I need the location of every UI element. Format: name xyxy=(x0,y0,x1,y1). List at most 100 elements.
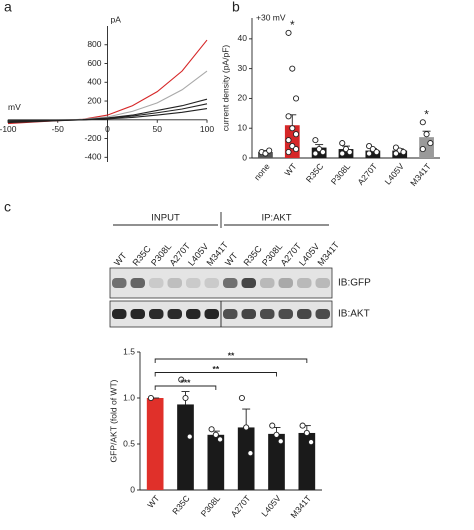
band xyxy=(315,278,330,288)
x-tick-label: R35C xyxy=(304,161,326,184)
data-point xyxy=(308,439,315,446)
x-tick-label: M341T xyxy=(288,493,313,520)
data-point xyxy=(373,148,380,156)
bar xyxy=(237,427,255,490)
data-point xyxy=(312,137,319,144)
x-tick-label: -50 xyxy=(52,124,65,134)
panel-label: c xyxy=(4,199,11,215)
annotation: +30 mV xyxy=(256,12,286,22)
band xyxy=(297,278,312,288)
band xyxy=(112,309,127,319)
band xyxy=(260,278,275,288)
y-axis-title: GFP/AKT (fold of WT) xyxy=(108,379,118,462)
data-point xyxy=(285,148,292,156)
data-point xyxy=(277,438,284,445)
data-point xyxy=(186,433,193,440)
data-point xyxy=(292,131,300,138)
significance-star: * xyxy=(424,107,429,121)
band xyxy=(112,278,127,288)
x-tick-label: L405V xyxy=(259,493,283,519)
band xyxy=(260,309,275,319)
band xyxy=(223,309,238,319)
bar xyxy=(268,433,285,490)
significance-label: ** xyxy=(228,350,235,360)
blot-row-label: IB:AKT xyxy=(338,309,370,320)
y-tick-label: 200 xyxy=(87,95,101,105)
panel-label: a xyxy=(4,0,12,15)
band xyxy=(167,278,182,288)
y-tick-label: 30 xyxy=(238,63,248,73)
band xyxy=(297,309,312,319)
band xyxy=(241,309,256,319)
significance-bracket xyxy=(154,372,277,377)
data-point xyxy=(427,140,434,147)
significance-label: *** xyxy=(181,377,192,387)
bar xyxy=(177,404,194,490)
lane-label: R35C xyxy=(241,243,264,267)
y-tick-label: -200 xyxy=(84,133,101,143)
y-tick-label: 600 xyxy=(87,58,101,68)
data-point xyxy=(289,65,296,72)
band xyxy=(241,278,256,288)
blot-row-label: IB:GFP xyxy=(338,278,371,289)
data-point xyxy=(339,140,346,147)
x-tick-label: A270T xyxy=(229,493,253,519)
band xyxy=(223,278,238,288)
band xyxy=(149,309,164,319)
data-point xyxy=(366,150,373,157)
data-point xyxy=(147,394,154,402)
x-tick-label: WT xyxy=(145,493,161,510)
bar xyxy=(146,398,164,490)
y-tick-label: 10 xyxy=(238,122,248,132)
x-unit: mV xyxy=(8,102,21,112)
data-point xyxy=(292,146,300,153)
x-tick-label: 50 xyxy=(153,124,163,134)
x-tick-label: 0 xyxy=(105,124,110,134)
blot-group: INPUT xyxy=(151,213,180,224)
data-point xyxy=(217,436,224,443)
y-tick-label: 0 xyxy=(242,152,247,162)
bar xyxy=(338,149,354,158)
x-tick-label: -100 xyxy=(0,124,17,134)
iv-curve xyxy=(7,107,208,122)
lane-label: WT xyxy=(112,250,129,268)
x-tick-label: L405V xyxy=(383,161,407,187)
y-tick-label: 40 xyxy=(238,33,248,43)
data-point xyxy=(247,450,254,457)
data-point xyxy=(392,150,400,157)
panel-label: b xyxy=(232,0,240,15)
band xyxy=(130,309,145,319)
significance-bracket xyxy=(154,358,308,363)
lane-label: M341T xyxy=(315,240,341,268)
data-point xyxy=(212,431,219,438)
y-tick-label: 1.0 xyxy=(123,392,135,402)
data-point xyxy=(289,125,296,132)
data-point xyxy=(285,137,292,144)
x-tick-label: none xyxy=(252,161,272,182)
data-point xyxy=(292,95,300,102)
band xyxy=(186,309,201,319)
blot-strip xyxy=(109,267,333,299)
data-point xyxy=(178,376,185,383)
band xyxy=(167,309,182,319)
data-point xyxy=(423,131,430,138)
significance-star: * xyxy=(290,18,295,32)
y-tick-label: 20 xyxy=(238,93,248,103)
data-point xyxy=(269,422,276,429)
data-point xyxy=(285,113,292,120)
data-point xyxy=(319,148,326,156)
lane-label: R35C xyxy=(130,243,153,267)
band xyxy=(315,309,330,319)
x-tick-label: A270T xyxy=(355,161,379,187)
data-point xyxy=(266,147,273,154)
y-tick-label: 800 xyxy=(87,39,101,49)
data-point xyxy=(419,146,426,153)
x-tick-label: R35C xyxy=(170,493,192,516)
data-point xyxy=(208,426,215,433)
band xyxy=(204,309,219,319)
band xyxy=(278,278,293,288)
y-unit: pA xyxy=(111,14,122,24)
x-tick-label: M341T xyxy=(408,161,433,188)
bar xyxy=(298,432,316,490)
